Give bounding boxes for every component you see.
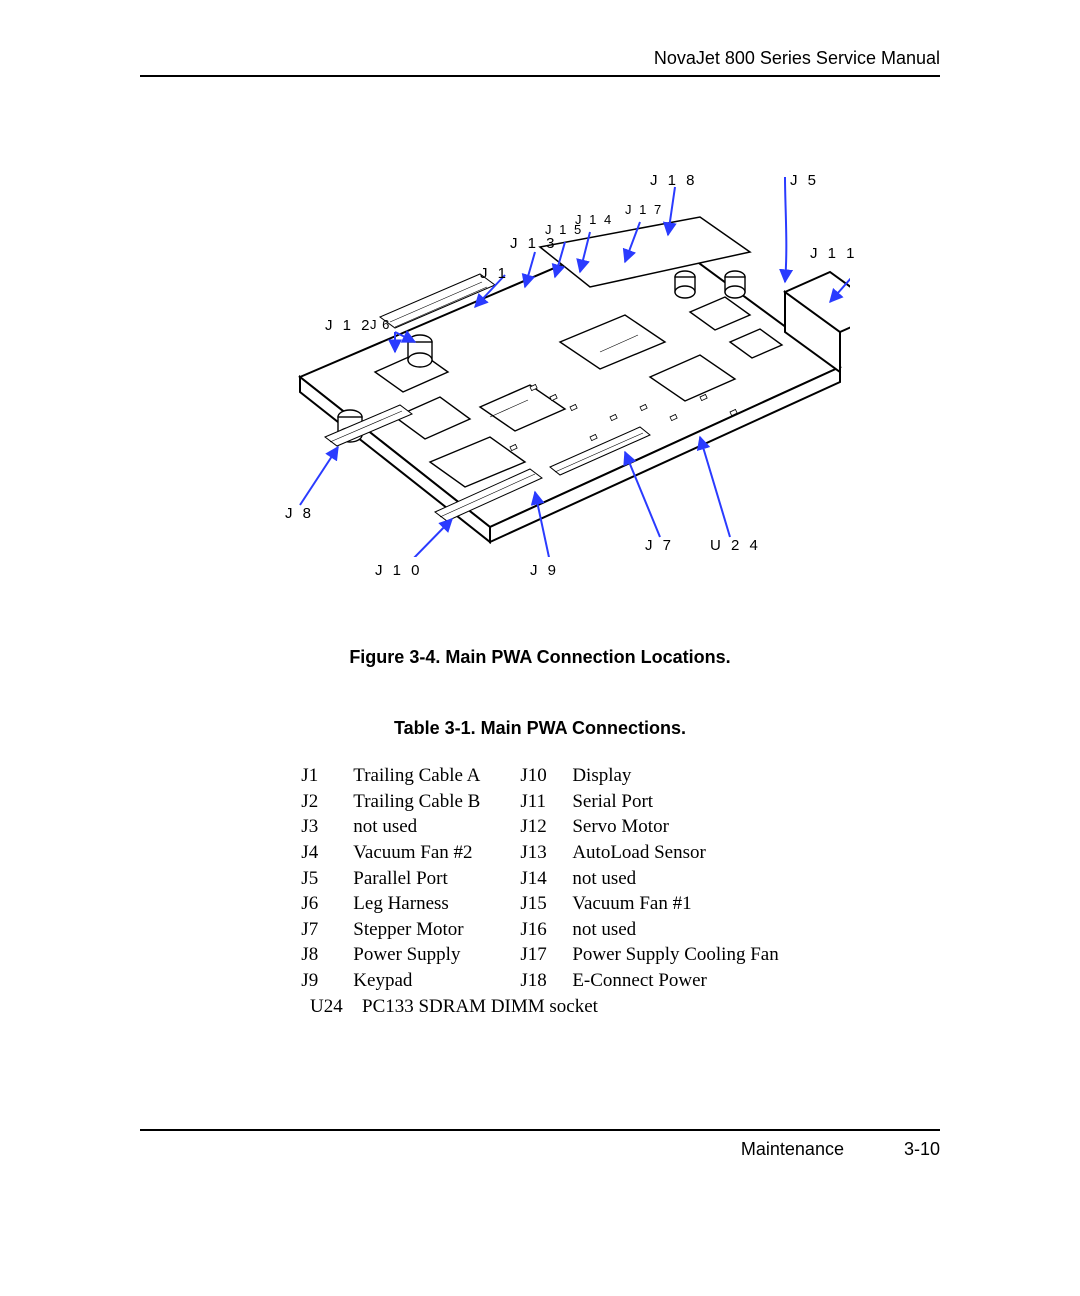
conn-desc: Trailing Cable B [353, 789, 480, 815]
conn-id: J12 [520, 814, 562, 840]
conn-desc: Servo Motor [572, 814, 778, 840]
conn-desc: PC133 SDRAM DIMM socket [362, 994, 850, 1020]
conn-id: J14 [520, 866, 562, 892]
figure-caption: Figure 3-4. Main PWA Connection Location… [140, 647, 940, 668]
conn-desc: Vacuum Fan #2 [353, 840, 480, 866]
conn-desc: Leg Harness [353, 891, 480, 917]
label-j7: J 7 [645, 537, 674, 554]
conn-id: J16 [520, 917, 562, 943]
label-j10: J 1 0 [375, 562, 423, 579]
conn-desc: E-Connect Power [572, 968, 778, 994]
conn-id: J2 [301, 789, 343, 815]
conn-id: J15 [520, 891, 562, 917]
label-j11: J 1 1 [810, 245, 858, 262]
conn-id: J17 [520, 942, 562, 968]
conn-id: J18 [520, 968, 562, 994]
conn-desc: Display [572, 763, 778, 789]
conn-id: J4 [301, 840, 343, 866]
diagram-container: J 1 8 J 5 J 1 7 J 1 4 J 1 5 J 1 3 J 1 J … [230, 117, 850, 557]
label-j6: J 6 [370, 317, 390, 332]
connections-table: J1 Trailing Cable A J2 Trailing Cable B J3… [230, 763, 850, 994]
conn-id: U24 [310, 994, 352, 1020]
conn-id: J11 [520, 789, 562, 815]
conn-id: J9 [301, 968, 343, 994]
conn-id: J3 [301, 814, 343, 840]
conn-desc: Serial Port [572, 789, 778, 815]
label-u24: U 2 4 [710, 537, 761, 554]
main-pwa-diagram [230, 117, 850, 557]
conn-desc: Trailing Cable A [353, 763, 480, 789]
label-j9: J 9 [530, 562, 559, 579]
label-j12: J 1 2 [325, 317, 373, 334]
conn-desc: not used [572, 866, 778, 892]
label-j17: J 1 7 [625, 202, 663, 217]
conn-id: J10 [520, 763, 562, 789]
page-footer: Maintenance 3-10 [140, 1139, 940, 1160]
conn-id: J5 [301, 866, 343, 892]
conn-desc: Vacuum Fan #1 [572, 891, 778, 917]
conn-id: J7 [301, 917, 343, 943]
label-j1: J 1 [480, 265, 509, 282]
connections-right: J10 Display J11 Serial Port J12 Servo Motor… [520, 763, 778, 994]
conn-id: J6 [301, 891, 343, 917]
label-j5: J 5 [790, 172, 819, 189]
label-j8: J 8 [285, 505, 314, 522]
table-caption: Table 3-1. Main PWA Connections. [140, 718, 940, 739]
connections-left: J1 Trailing Cable A J2 Trailing Cable B J3… [301, 763, 480, 994]
conn-id: J13 [520, 840, 562, 866]
conn-id: J1 [301, 763, 343, 789]
conn-desc: Power Supply Cooling Fan [572, 942, 778, 968]
conn-desc: Keypad [353, 968, 480, 994]
rule-bottom [140, 1129, 940, 1131]
page-header: NovaJet 800 Series Service Manual [140, 48, 940, 75]
conn-desc: not used [353, 814, 480, 840]
conn-desc: not used [572, 917, 778, 943]
conn-desc: Power Supply [353, 942, 480, 968]
label-j13: J 1 3 [510, 235, 558, 252]
connections-last-row: U24 PC133 SDRAM DIMM socket [310, 994, 850, 1020]
conn-desc: Parallel Port [353, 866, 480, 892]
conn-id: J8 [301, 942, 343, 968]
label-j18: J 1 8 [650, 172, 698, 189]
footer-section: Maintenance [741, 1139, 844, 1160]
rule-top [140, 75, 940, 77]
footer-page: 3-10 [904, 1139, 940, 1160]
conn-desc: AutoLoad Sensor [572, 840, 778, 866]
conn-desc: Stepper Motor [353, 917, 480, 943]
